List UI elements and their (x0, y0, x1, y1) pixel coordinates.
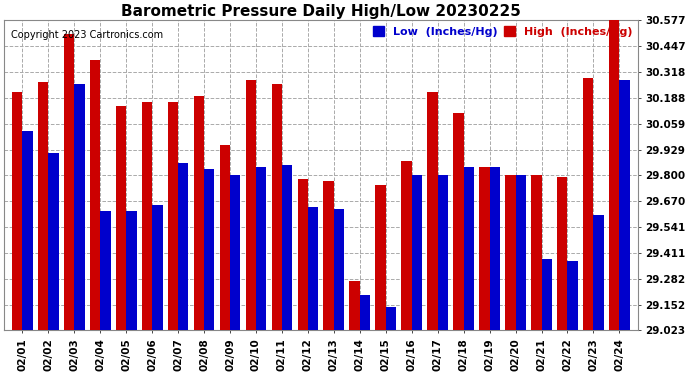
Bar (194, 96, 204, 330)
Bar (480, 167, 490, 330)
Text: Copyright 2023 Cartronics.com: Copyright 2023 Cartronics.com (10, 30, 163, 40)
Bar (116, 105, 126, 330)
Bar (12, 92, 22, 330)
Bar (542, 259, 552, 330)
Bar (593, 215, 604, 330)
Bar (168, 102, 178, 330)
Bar (505, 176, 515, 330)
Bar (38, 82, 48, 330)
Title: Barometric Pressure Daily High/Low 20230225: Barometric Pressure Daily High/Low 20230… (121, 4, 521, 19)
Bar (620, 80, 630, 330)
Bar (219, 146, 230, 330)
Bar (141, 102, 152, 330)
Bar (567, 261, 578, 330)
Bar (334, 209, 344, 330)
Bar (204, 170, 215, 330)
Bar (427, 92, 437, 330)
Bar (515, 176, 526, 330)
Bar (531, 176, 542, 330)
Bar (412, 176, 422, 330)
Bar (557, 177, 567, 330)
Bar (583, 78, 593, 330)
Bar (48, 153, 59, 330)
Bar (22, 132, 32, 330)
Bar (75, 84, 85, 330)
Bar (437, 176, 448, 330)
Bar (609, 20, 620, 330)
Bar (64, 34, 75, 330)
Bar (402, 161, 412, 330)
Bar (246, 80, 256, 330)
Bar (324, 181, 334, 330)
Bar (126, 211, 137, 330)
Bar (464, 167, 474, 330)
Bar (453, 114, 464, 330)
Bar (375, 185, 386, 330)
Bar (152, 205, 163, 330)
Bar (386, 307, 396, 330)
Bar (272, 84, 282, 330)
Bar (256, 167, 266, 330)
Bar (490, 167, 500, 330)
Bar (178, 164, 188, 330)
Bar (282, 165, 293, 330)
Bar (90, 60, 100, 330)
Bar (230, 176, 240, 330)
Legend: Low  (Inches/Hg), High  (Inches/Hg): Low (Inches/Hg), High (Inches/Hg) (373, 26, 632, 37)
Bar (359, 295, 371, 330)
Bar (297, 179, 308, 330)
Bar (100, 211, 110, 330)
Bar (308, 207, 318, 330)
Bar (349, 281, 359, 330)
